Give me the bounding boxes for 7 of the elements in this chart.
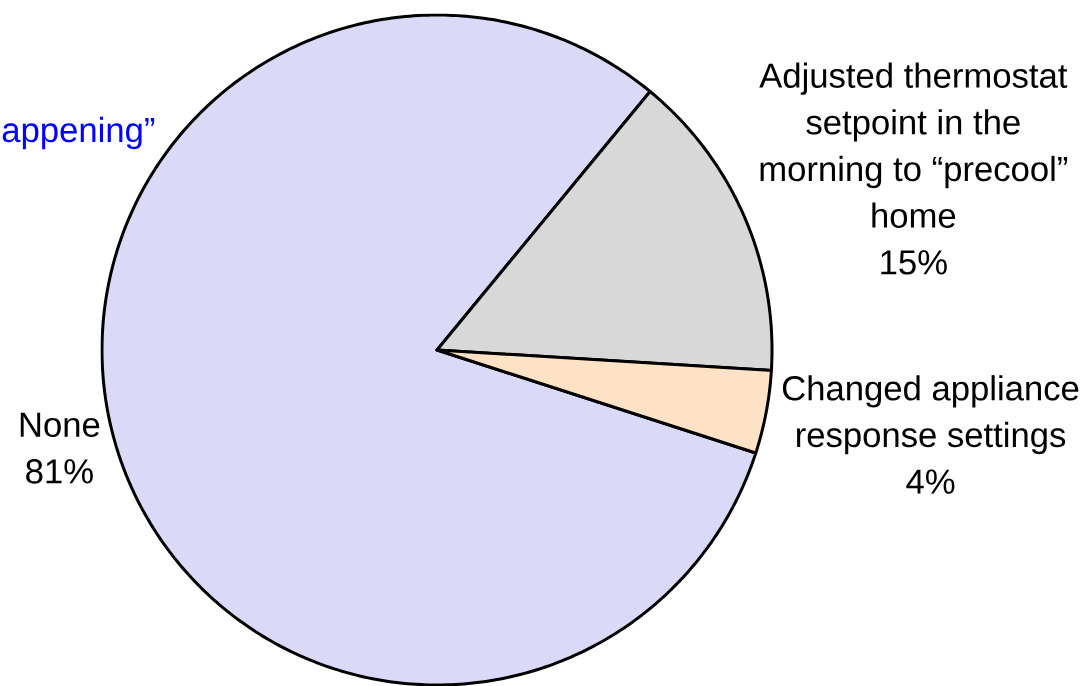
data-label: 4% (906, 469, 955, 494)
data-label: 81% (26, 459, 93, 484)
slice-label: Changed appliance response settings (782, 375, 1079, 455)
slice-label: None (20, 412, 100, 437)
slice-label: Adjusted thermostat setpoint in the morning to “precool” home (759, 62, 1068, 228)
text: appening” (2, 116, 155, 150)
data-label: 15% (881, 250, 947, 275)
